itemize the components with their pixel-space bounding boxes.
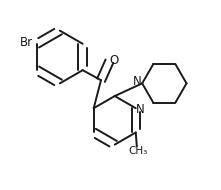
Text: CH₃: CH₃ [128, 146, 147, 156]
Text: Br: Br [20, 36, 33, 49]
Text: O: O [109, 54, 119, 67]
Text: N: N [136, 103, 144, 116]
Text: N: N [133, 75, 142, 88]
